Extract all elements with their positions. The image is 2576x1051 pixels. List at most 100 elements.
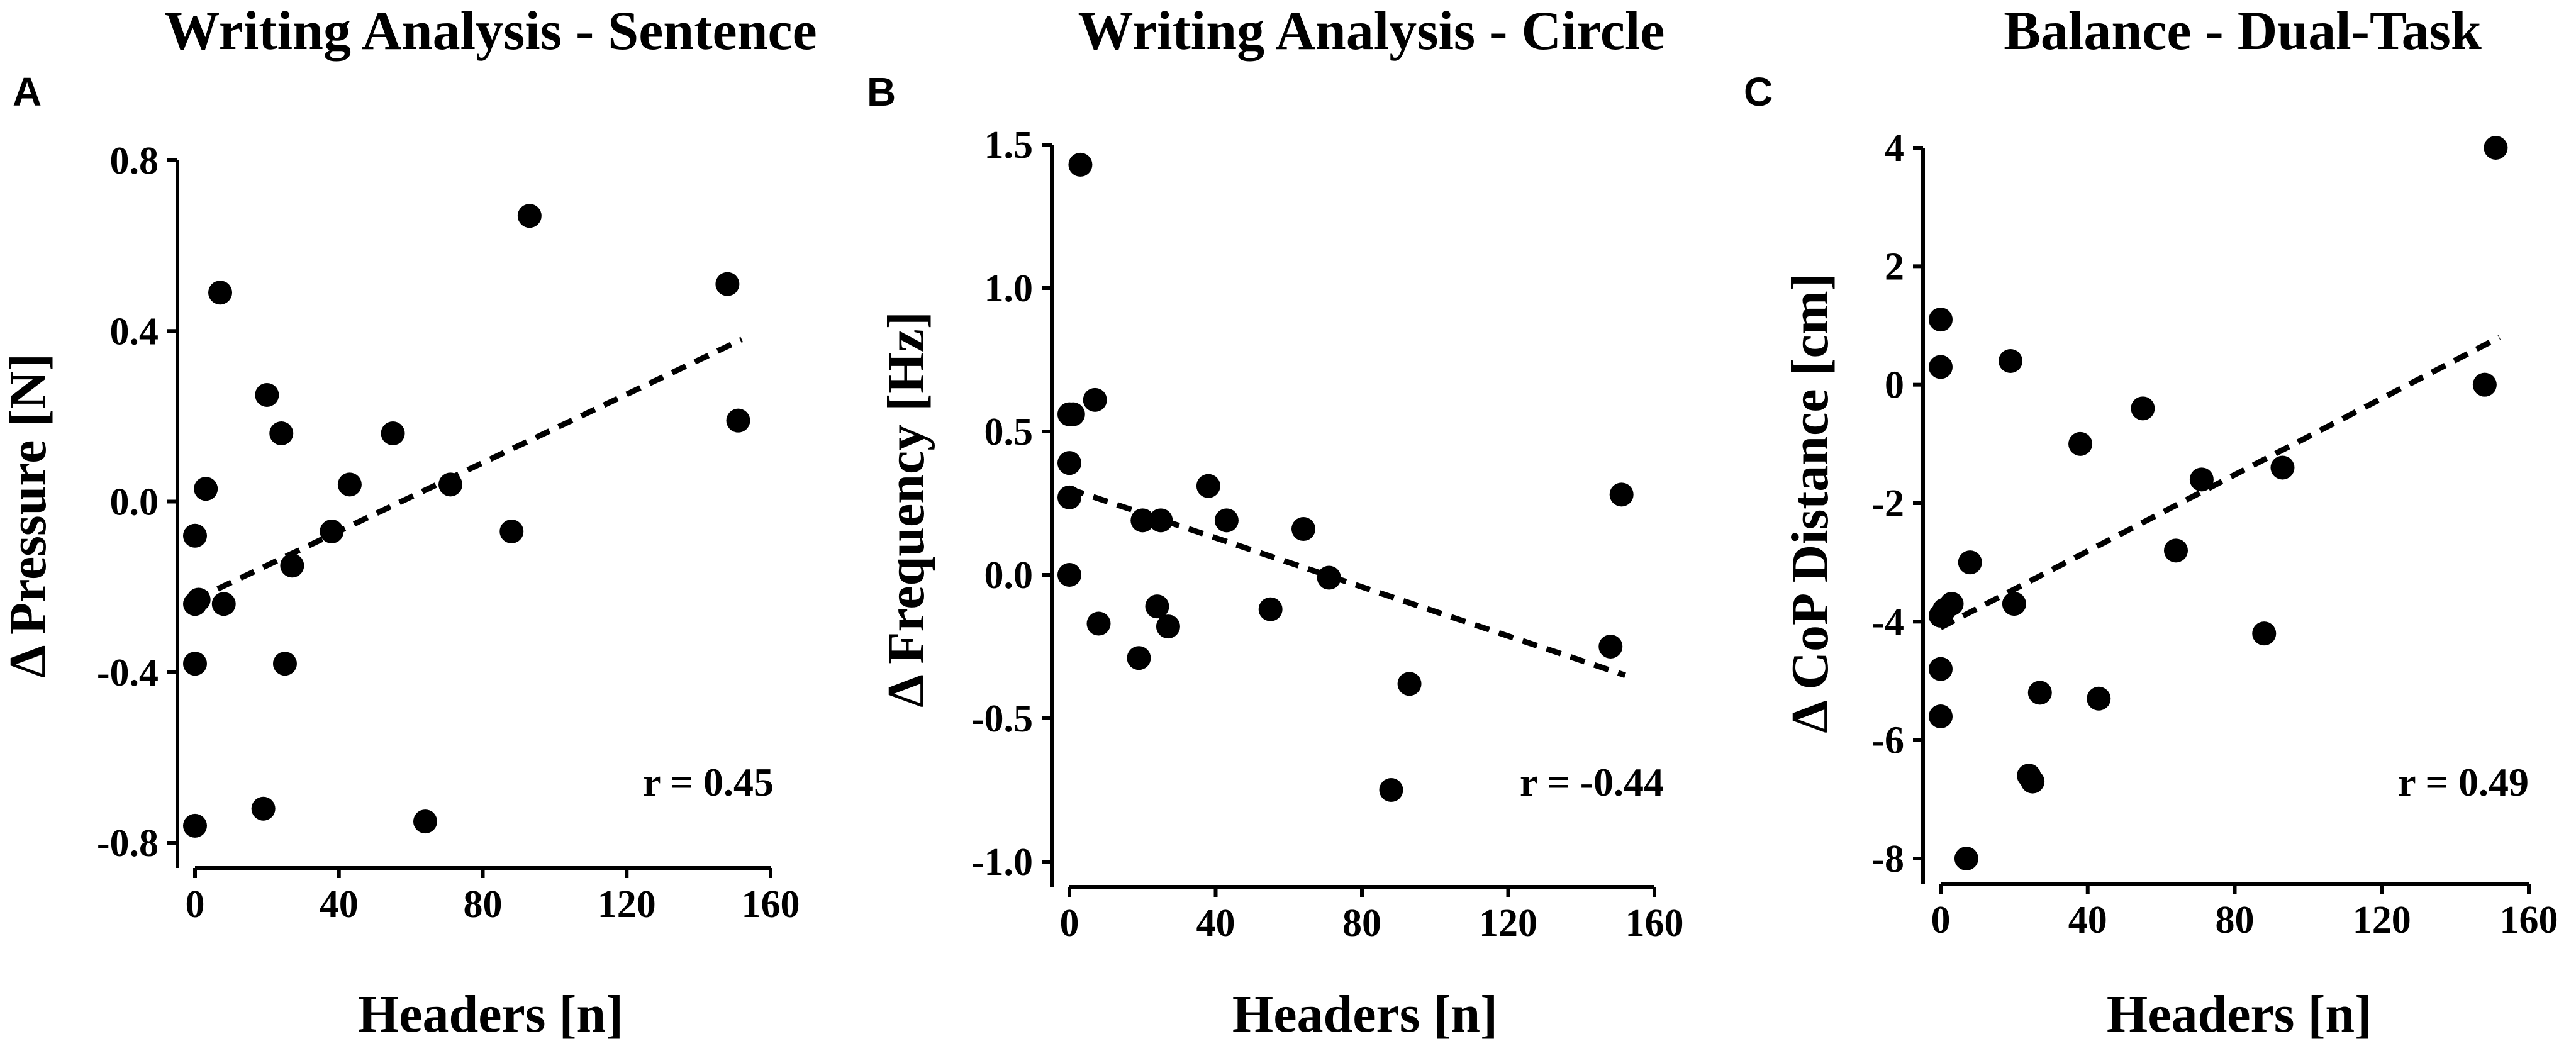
panel-c-data-point: [2484, 136, 2508, 160]
panel-c-data-point: [2002, 592, 2026, 616]
panel-a-data-point: [186, 587, 211, 612]
panel-a-data-point: [183, 813, 207, 838]
panel-b-xtick-label: 40: [1196, 902, 1235, 945]
panel-b-xtick-label: 80: [1342, 902, 1381, 945]
panel-b-letter: B: [867, 69, 896, 114]
panel-c-ytick-label: 2: [1885, 245, 1904, 288]
panel-a-data-point: [413, 809, 437, 834]
panel-b-points: [1057, 152, 1634, 802]
panel-a-ticks: -0.8 -0.4 0.0 0.4 0.8 0 40 80 120 160: [97, 140, 800, 926]
panel-c-title: Balance - Dual-Task: [2004, 1, 2482, 62]
panel-a-data-point: [208, 281, 233, 305]
panel-a-ytick-label: -0.4: [97, 652, 159, 694]
panel-c-data-point: [1939, 592, 1964, 616]
panel-a-data-point: [337, 472, 362, 497]
panel-b-data-point: [1196, 474, 1220, 498]
panel-a-title: Writing Analysis - Sentence: [164, 1, 817, 62]
panel-b-data-point: [1609, 482, 1634, 507]
panel-a-data-point: [269, 421, 294, 445]
panel-b-data-point: [1397, 672, 1422, 696]
panel-c-data-point: [2252, 621, 2277, 646]
panel-b-data-point: [1145, 594, 1169, 619]
panel-c-points: [1929, 136, 2508, 870]
panel-c-data-point: [2087, 686, 2111, 711]
panel-b-ytick-label: 0.0: [984, 554, 1034, 597]
panel-c-data-point: [1954, 847, 1978, 870]
panel-b-ytick-label: 1.5: [984, 124, 1034, 167]
panel-a-xtick-label: 160: [742, 883, 800, 926]
panel-b-data-point: [1291, 517, 1315, 542]
panel-b-xtick-label: 0: [1060, 902, 1079, 945]
panel-c-ytick-label: 4: [1885, 127, 1904, 170]
panel-b-xlabel: Headers [n]: [1232, 985, 1498, 1043]
panel-a-data-point: [272, 652, 297, 676]
panel-a-data-point: [251, 796, 276, 821]
panel-b-data-point: [1057, 563, 1081, 587]
panel-c-data-point: [2472, 372, 2497, 397]
panel-c-ylabel: Δ CoP Distance [cm]: [1781, 273, 1839, 733]
panel-a-ytick-label: 0.8: [110, 140, 159, 182]
panel-c-data-point: [2068, 431, 2093, 456]
panel-c-ytick-label: -8: [1871, 838, 1904, 881]
panel-b-r-annotation: r = -0.44: [1520, 760, 1664, 804]
panel-b-data-point: [1068, 152, 1093, 177]
panel-a-data-point: [320, 519, 344, 543]
panel-b-data-point: [1156, 614, 1180, 639]
panel-c-data-point: [2131, 396, 2155, 421]
panel-b-ytick-label: -1.0: [971, 841, 1033, 884]
panel-a-data-point: [726, 408, 750, 433]
panel-a-data-point: [438, 472, 463, 497]
panel-a-data-point: [211, 592, 236, 616]
panel-a-ytick-label: -0.8: [97, 822, 159, 865]
panel-b-data-point: [1598, 635, 1623, 659]
panel-b-data-point: [1083, 387, 1107, 412]
panel-b-xtick-label: 120: [1479, 902, 1537, 945]
panel-a-data-point: [381, 421, 405, 445]
panel-c-data-point: [2189, 467, 2214, 492]
panel-a-data-point: [517, 204, 542, 228]
panel-c-trend-line: [1939, 335, 2501, 630]
panel-b-trend-line: [1068, 486, 1626, 678]
panel-c-data-point: [1999, 349, 2023, 373]
panel-b-data-point: [1258, 597, 1283, 621]
panel-c-data-point: [1929, 657, 1953, 681]
panel-b-data-point: [1214, 508, 1239, 533]
panel-c-xtick-label: 0: [1931, 899, 1951, 942]
panel-b-data-point: [1061, 402, 1085, 426]
panel-a-ytick-label: 0.4: [110, 310, 159, 353]
panel-a-xtick-label: 120: [598, 883, 656, 926]
panel-b-data-point: [1057, 451, 1081, 475]
panel-a-points: [183, 204, 750, 838]
panel-b-ylabel: Δ Frequency [Hz]: [877, 311, 935, 708]
panel-a-data-point: [280, 553, 304, 578]
panel-b-data-point: [1379, 778, 1403, 802]
panel-a-xtick-label: 80: [464, 883, 503, 926]
panel-c-xlabel: Headers [n]: [2107, 985, 2372, 1043]
panel-b-data-point: [1057, 485, 1081, 509]
panel-b-ytick-label: 1.0: [984, 267, 1034, 310]
panel-a-data-point: [183, 652, 207, 676]
panel-a-xtick-label: 0: [186, 883, 205, 926]
panel-c-ytick-label: -4: [1871, 601, 1904, 643]
panel-b-ticks: -1.0 -0.5 0.0 0.5 1.0 1.5 0 40 80 120 160: [971, 124, 1684, 945]
panel-c-xtick-label: 120: [2353, 899, 2411, 942]
panel-a-ylabel: Δ Pressure [N]: [0, 353, 57, 678]
panel-b-title: Writing Analysis - Circle: [1078, 1, 1665, 62]
panel-c-ytick-label: -6: [1871, 720, 1904, 762]
panel-a: Writing Analysis - Sentence A Δ Pressure…: [0, 1, 817, 1043]
panel-c-letter: C: [1744, 69, 1773, 114]
panel-a-data-point: [499, 519, 524, 543]
panel-a-xtick-label: 40: [320, 883, 359, 926]
panel-a-ytick-label: 0.0: [110, 481, 159, 524]
panel-b-data-point: [1130, 508, 1155, 533]
panel-a-r-annotation: r = 0.45: [643, 760, 774, 804]
panel-b-data-point: [1317, 565, 1341, 590]
panel-c-data-point: [1958, 550, 1982, 575]
panel-c-xtick-label: 40: [2068, 899, 2107, 942]
panel-a-xlabel: Headers [n]: [358, 985, 623, 1043]
panel-c-data-point: [2164, 538, 2188, 563]
panel-c-data-point: [1929, 704, 1953, 728]
panel-c-xtick-label: 160: [2500, 899, 2558, 942]
